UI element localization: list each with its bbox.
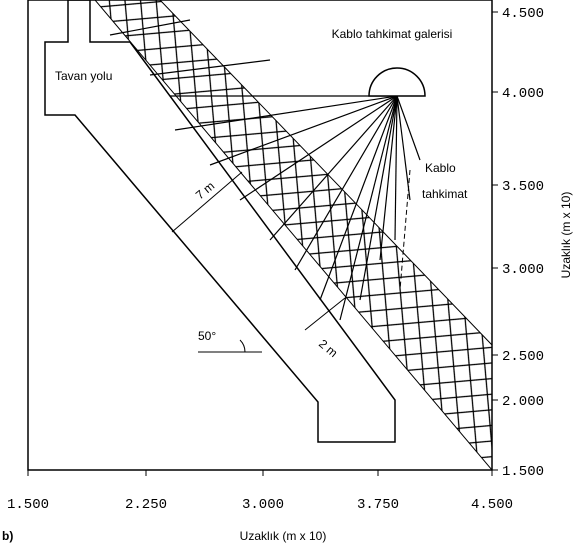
- y-tick-label: 4.500: [502, 6, 544, 22]
- angle-arc: [240, 340, 245, 352]
- y-tick-label: 2.500: [502, 349, 544, 365]
- panel-label: b): [2, 529, 13, 543]
- y-tick-label: 1.500: [502, 464, 544, 480]
- y-tick-label: 2.000: [502, 394, 544, 410]
- x-tick-label: 3.000: [242, 497, 284, 513]
- angle-label: 50°: [198, 329, 216, 343]
- y-tick-label: 3.500: [502, 179, 544, 195]
- road-label: Tavan yolu: [55, 69, 112, 83]
- y-axis-title: Uzaklık (m x 10): [559, 192, 573, 279]
- diagram: Kablo tahkimat galerisi Tavan yolu Kablo…: [0, 0, 583, 551]
- x-tick-label: 1.500: [7, 497, 49, 513]
- cable-label: Kablo: [425, 161, 456, 175]
- x-tick-label: 3.750: [357, 497, 399, 513]
- gallery-label: Kablo tahkimat galerisi: [332, 27, 453, 41]
- x-axis-title: Uzaklık (m x 10): [240, 529, 327, 543]
- hatched-band: [95, 0, 492, 470]
- cable-label-2: tahkimat: [422, 187, 468, 201]
- gallery: [369, 68, 425, 96]
- x-tick-label: 2.250: [125, 497, 167, 513]
- x-tick-label: 4.500: [471, 497, 513, 513]
- page: Kablo tahkimat galerisi Tavan yolu Kablo…: [0, 0, 583, 556]
- y-tick-label: 4.000: [502, 86, 544, 102]
- y-tick-label: 3.000: [502, 262, 544, 278]
